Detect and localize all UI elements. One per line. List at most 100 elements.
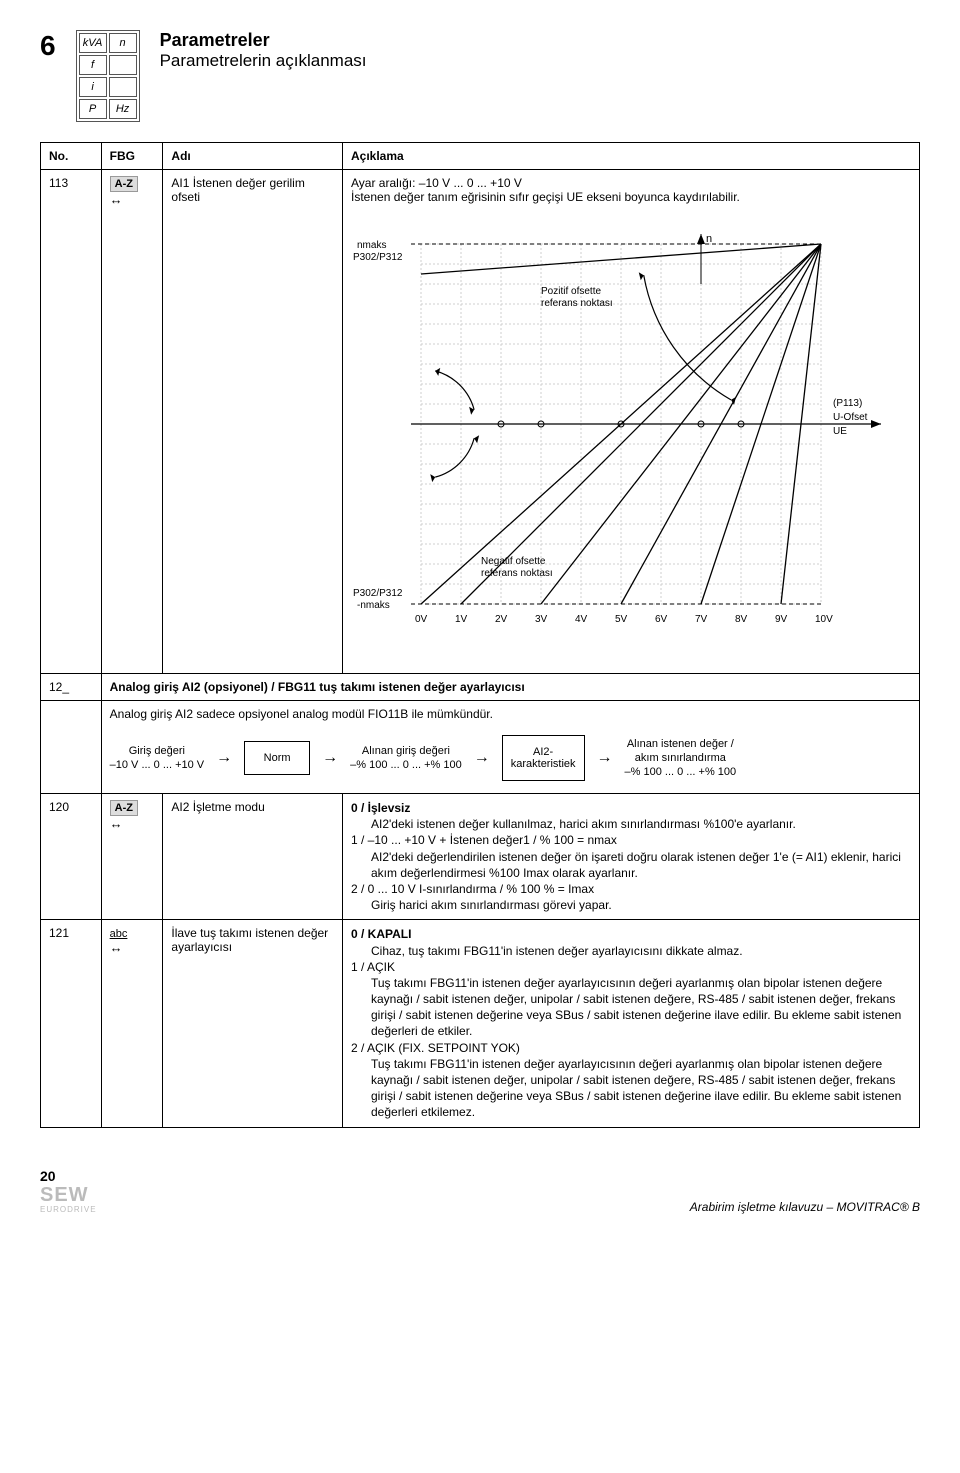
flow-mid-title: Alınan giriş değeri (350, 744, 462, 758)
svg-text:referans noktası: referans noktası (481, 568, 553, 579)
arrow-icon: → (216, 750, 232, 766)
icon-cell (109, 55, 137, 75)
footer-left: 20 SEW EURODRIVE (40, 1168, 97, 1214)
opt2-head: 2 / 0 ... 10 V I-sınırlandırma / % 100 %… (351, 882, 594, 896)
svg-text:2V: 2V (495, 614, 508, 625)
opt1-body: Tuş takımı FBG11'in istenen değer ayarla… (371, 975, 911, 1040)
group-title: Analog giriş AI2 (opsiyonel) / FBG11 tuş… (110, 680, 525, 694)
svg-text:6V: 6V (655, 614, 668, 625)
opt2-body-text: Tuş takımı FBG11'in istenen değer ayarla… (371, 1057, 901, 1120)
opt1-body: AI2'deki değerlendirilen istenen değer ö… (371, 849, 911, 881)
cell-name: İlave tuş takımı istenen değer ayarlayıc… (163, 920, 343, 1127)
footer-right: Arabirim işletme kılavuzu – MOVITRAC® B (690, 1200, 920, 1214)
arrows-icon: ↔ (110, 940, 122, 955)
opt0-head: 0 / KAPALI (351, 927, 411, 941)
cell-name: AI2 İşletme modu (163, 794, 343, 920)
opt1-head-text: 1 / –10 ... +10 V + İstenen değer1 / % 1… (351, 833, 617, 847)
row-12-header: 12_ Analog giriş AI2 (opsiyonel) / FBG11… (41, 674, 920, 701)
opt0-body: AI2'deki istenen değer kullanılmaz, hari… (371, 816, 911, 832)
arrow-icon: → (474, 750, 490, 766)
svg-text:UE: UE (833, 426, 847, 437)
arrow-icon: → (322, 750, 338, 766)
arrows-icon: ↔ (110, 192, 122, 207)
sew-logo: SEW (40, 1184, 97, 1207)
icon-cell: Hz (109, 99, 137, 119)
icon-cell: n (109, 33, 137, 53)
th-fbg: FBG (101, 143, 163, 170)
page-footer: 20 SEW EURODRIVE Arabirim işletme kılavu… (40, 1168, 920, 1214)
flow-mid: Alınan giriş değeri –% 100 ... 0 ... +% … (350, 744, 462, 773)
cell-no: 121 (41, 920, 102, 1127)
cell-no: 12_ (41, 674, 102, 701)
cell-desc: 0 / İşlevsiz AI2'deki istenen değer kull… (343, 794, 920, 920)
icon-cell: kVA (79, 33, 107, 53)
row-121: 121 abc ↔ İlave tuş takımı istenen değer… (41, 920, 920, 1127)
row-12-body: Analog giriş AI2 sadece opsiyonel analog… (41, 701, 920, 794)
arrow-icon: → (597, 750, 613, 766)
svg-text:referans noktası: referans noktası (541, 298, 613, 309)
title: Parametreler (160, 30, 367, 51)
flow-out-range: –% 100 ... 0 ... +% 100 (625, 765, 737, 779)
cell-fbg: abc ↔ (101, 920, 163, 1127)
cell-fbg: A-Z ↔ (101, 170, 163, 674)
flow-diagram: Giriş değeri –10 V ... 0 ... +10 V → Nor… (110, 735, 911, 781)
opt0-head: 0 / İşlevsiz (351, 801, 410, 815)
row-120: 120 A-Z ↔ AI2 İşletme modu 0 / İşlevsiz … (41, 794, 920, 920)
opt2-body: Giriş harici akım sınırlandırması görevi… (371, 897, 911, 913)
icon-cell: i (79, 77, 107, 97)
svg-text:Negatif ofsette: Negatif ofsette (481, 556, 546, 567)
svg-text:5V: 5V (615, 614, 628, 625)
icon-cell: P (79, 99, 107, 119)
cell-no: 113 (41, 170, 102, 674)
svg-text:(P113): (P113) (833, 398, 862, 409)
range-label: Ayar aralığı: –10 V ... 0 ... +10 V (351, 176, 911, 190)
opt2-head: 2 / AÇIK (FIX. SETPOINT YOK) (351, 1041, 520, 1055)
abc-badge: abc (110, 928, 128, 940)
page-header: 6 kVA n f i P Hz Parametreler Parametrel… (40, 30, 920, 122)
parameter-table: No. FBG Adı Açıklama 113 A-Z ↔ AI1 İsten… (40, 142, 920, 1128)
svg-text:P302/P312: P302/P312 (353, 252, 403, 263)
arrows-icon: ↔ (110, 816, 122, 831)
sew-logo-block: SEW EURODRIVE (40, 1184, 97, 1214)
flow-box-ai2: AI2- karakteristiek (502, 735, 585, 781)
sew-sub: EURODRIVE (40, 1205, 97, 1214)
icon-cell: f (79, 55, 107, 75)
footer-page: 20 (40, 1168, 56, 1184)
cell-name: AI1 İstenen değer gerilim ofseti (163, 170, 343, 674)
svg-text:3V: 3V (535, 614, 548, 625)
flow-out: Alınan istenen değer / akım sınırlandırm… (625, 737, 737, 780)
desc-text: İstenen değer tanım eğrisinin sıfır geçi… (351, 190, 911, 204)
cell-desc: 0 / KAPALI Cihaz, tuş takımı FBG11'in is… (343, 920, 920, 1127)
flow-mid-range: –% 100 ... 0 ... +% 100 (350, 758, 462, 772)
svg-text:0V: 0V (415, 614, 428, 625)
az-badge: A-Z (110, 176, 138, 192)
th-adi: Adı (163, 143, 343, 170)
cell-empty (41, 701, 102, 794)
row-113: 113 A-Z ↔ AI1 İstenen değer gerilim ofse… (41, 170, 920, 674)
svg-text:Pozitif ofsette: Pozitif ofsette (541, 286, 601, 297)
icon-cell (109, 77, 137, 97)
svg-text:P302/P312: P302/P312 (353, 588, 403, 599)
cell-fbg: A-Z ↔ (101, 794, 163, 920)
flow-out-title: Alınan istenen değer / akım sınırlandırm… (625, 737, 737, 766)
svg-text:n: n (706, 233, 712, 245)
svg-text:U-Ofset: U-Ofset (833, 412, 868, 423)
th-aciklama: Açıklama (343, 143, 920, 170)
cell-note: Analog giriş AI2 sadece opsiyonel analog… (101, 701, 919, 794)
offset-chart: n0V1V2V3V4V5V6V7V8V9V10VnmaksP302/P312-n… (351, 214, 911, 657)
th-no: No. (41, 143, 102, 170)
group-note: Analog giriş AI2 sadece opsiyonel analog… (110, 707, 911, 721)
svg-text:1V: 1V (455, 614, 468, 625)
cell-no: 120 (41, 794, 102, 920)
svg-text:8V: 8V (735, 614, 748, 625)
measurement-icon: kVA n f i P Hz (76, 30, 140, 122)
svg-text:9V: 9V (775, 614, 788, 625)
flow-in-range: –10 V ... 0 ... +10 V (110, 758, 204, 772)
cell-desc: Ayar aralığı: –10 V ... 0 ... +10 V İste… (343, 170, 920, 674)
flow-box-norm: Norm (244, 741, 310, 775)
opt1-head: 1 / –10 ... +10 V + İstenen değer1 / % 1… (351, 833, 617, 847)
svg-text:4V: 4V (575, 614, 588, 625)
heading-block: Parametreler Parametrelerin açıklanması (160, 30, 367, 71)
az-badge: A-Z (110, 800, 138, 816)
svg-text:7V: 7V (695, 614, 708, 625)
